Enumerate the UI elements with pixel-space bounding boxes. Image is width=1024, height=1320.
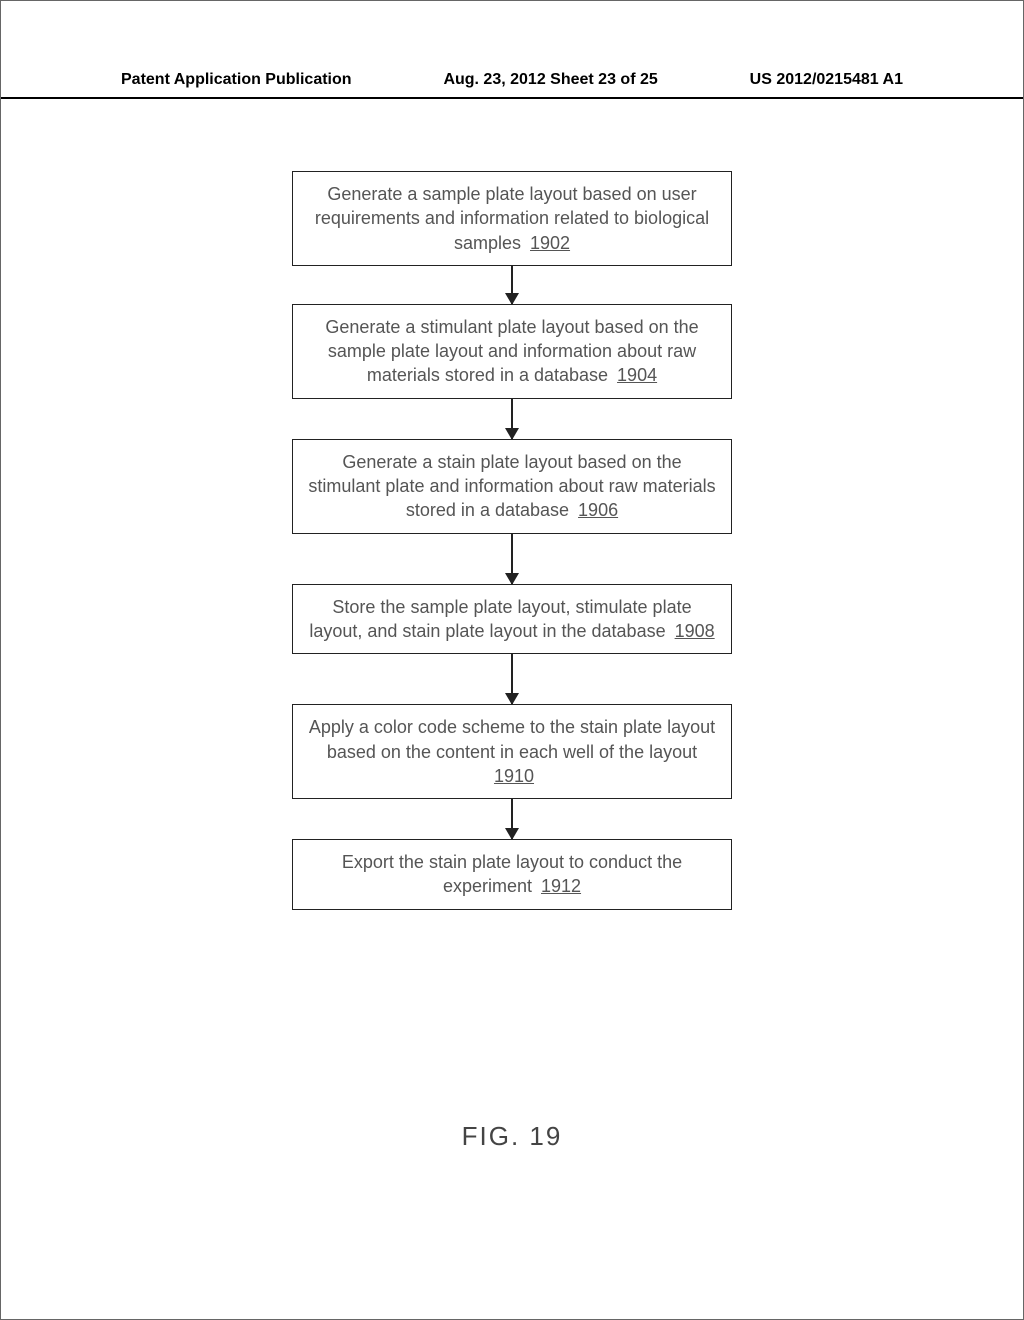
- arrow-icon: [511, 654, 513, 704]
- step-text: Apply a color code scheme to the stain p…: [309, 717, 715, 761]
- step-ref: 1910: [494, 766, 534, 786]
- step-1906: Generate a stain plate layout based on t…: [292, 439, 732, 534]
- arrow-icon: [511, 266, 513, 304]
- arrow-icon: [511, 799, 513, 839]
- step-ref: 1904: [617, 365, 657, 385]
- header-right: US 2012/0215481 A1: [750, 71, 903, 89]
- step-text: Generate a stain plate layout based on t…: [308, 452, 715, 521]
- arrow-icon: [511, 534, 513, 584]
- header-center: Aug. 23, 2012 Sheet 23 of 25: [443, 71, 657, 89]
- step-ref: 1902: [530, 233, 570, 253]
- step-ref: 1908: [675, 621, 715, 641]
- figure-label: FIG. 19: [462, 1121, 563, 1152]
- page-header: Patent Application Publication Aug. 23, …: [1, 71, 1023, 99]
- step-text: Generate a sample plate layout based on …: [315, 184, 709, 253]
- flowchart: Generate a sample plate layout based on …: [292, 171, 732, 910]
- step-text: Export the stain plate layout to conduct…: [342, 852, 682, 896]
- step-ref: 1912: [541, 876, 581, 896]
- step-1902: Generate a sample plate layout based on …: [292, 171, 732, 266]
- step-1904: Generate a stimulant plate layout based …: [292, 304, 732, 399]
- step-1910: Apply a color code scheme to the stain p…: [292, 704, 732, 799]
- header-left: Patent Application Publication: [121, 71, 352, 89]
- step-1908: Store the sample plate layout, stimulate…: [292, 584, 732, 655]
- step-1912: Export the stain plate layout to conduct…: [292, 839, 732, 910]
- step-ref: 1906: [578, 500, 618, 520]
- step-text: Store the sample plate layout, stimulate…: [309, 597, 691, 641]
- page-frame: Patent Application Publication Aug. 23, …: [0, 0, 1024, 1320]
- arrow-icon: [511, 399, 513, 439]
